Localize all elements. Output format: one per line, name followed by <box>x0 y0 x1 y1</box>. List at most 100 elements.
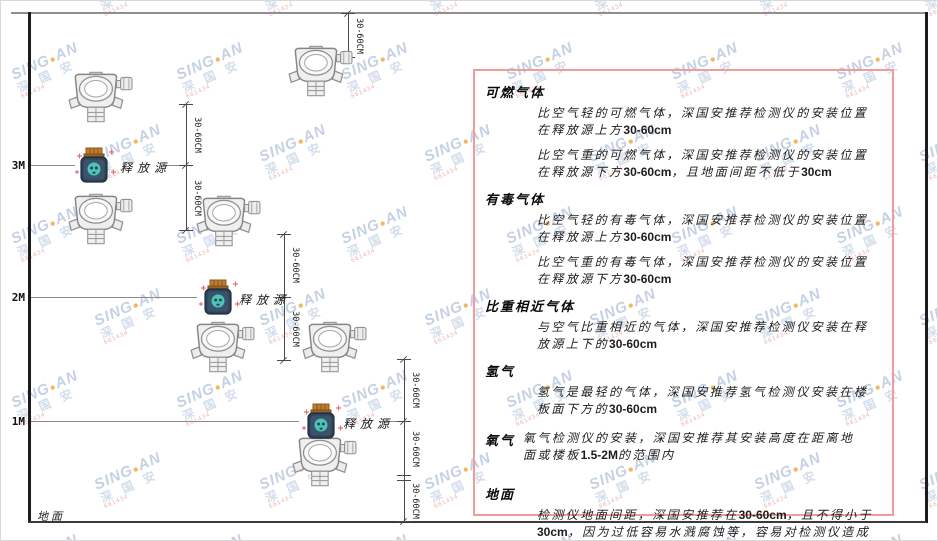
section-paragraph: 氢气是最轻的气体，深国安推荐氢气检测仪安装在楼板面下方的30-60cm <box>537 385 869 416</box>
dim-tick <box>397 480 411 481</box>
section-paragraph: 与空气比重相近的气体，深国安推荐检测仪安装在释放源上下的30-60cm <box>537 320 869 351</box>
section-body: 氢气是最轻的气体，深国安推荐氢气检测仪安装在楼板面下方的30-60cm <box>485 384 880 418</box>
watermark-brand-cn: 深 国 安 <box>180 57 243 96</box>
watermark-brand: SING●AN <box>91 285 164 330</box>
watermark-code: 661434 <box>928 330 938 347</box>
height-label-1m: 1M <box>11 415 25 428</box>
watermark-brand-cn: 深 国 安 <box>180 385 243 424</box>
watermark-brand-cn: 深 国 安 <box>15 385 78 424</box>
watermark-brand: SING●AN <box>92 1 164 2</box>
dim-tick <box>341 13 355 14</box>
panel-section: 有毒气体比空气轻的有毒气体，深国安推荐检测仪的安装位置在释放源上方30-60cm… <box>485 189 880 288</box>
watermark-brand: SING●AN <box>917 1 937 2</box>
dimension-label: 30-60CM <box>410 372 420 408</box>
connector-label-1m <box>379 421 403 422</box>
watermark-brand-cn: 深 国 安 <box>98 303 161 342</box>
gas-detector-icon <box>302 321 367 373</box>
watermark-code: 661434 <box>928 166 938 183</box>
watermark-brand-cn: 深 国 安 <box>1 464 4 505</box>
section-heading: 可燃气体 <box>485 85 546 100</box>
watermark-code: 661434 <box>598 2 625 19</box>
info-panel: 可燃气体比空气轻的可燃气体，深国安推荐检测仪的安装位置在释放源上方30-60cm… <box>473 69 894 539</box>
dim-tick <box>397 521 411 522</box>
dimension-label: 30-60CM <box>410 483 420 519</box>
watermark-brand: SING●AN <box>9 531 81 540</box>
panel-section: 氢气 氢气是最轻的气体，深国安推荐氢气检测仪安装在楼板面下方的30-60cm <box>485 361 880 418</box>
watermark-brand-cn: 深 国 安 <box>1 1 4 13</box>
dimension-label: 30-60CM <box>410 431 420 467</box>
dimension-label: 30-60CM <box>290 247 300 283</box>
watermark-brand: SING●AN <box>173 39 246 84</box>
gas-detector-icon <box>190 321 255 373</box>
section-body: 比空气轻的有毒气体，深国安推荐检测仪的安装位置在释放源上方30-60cm 比空气重… <box>485 212 880 288</box>
section-body: 比空气轻的可燃气体，深国安推荐检测仪的安装位置在释放源上方30-60cm 比空气重… <box>485 105 880 181</box>
dimension-label: 30-60CM <box>354 18 364 54</box>
section-paragraph: 比空气轻的可燃气体，深国安推荐检测仪的安装位置在释放源上方30-60cm <box>537 106 869 137</box>
watermark-code: 661434 <box>928 2 938 19</box>
section-heading: 氧气 <box>485 433 516 448</box>
dim-tick <box>397 359 411 360</box>
watermark-brand-cn: 深 国 安 <box>345 221 408 260</box>
watermark-brand: SING●AN <box>339 531 411 540</box>
dim-tick <box>397 475 411 476</box>
dim-tick <box>179 165 193 166</box>
panel-section: 可燃气体比空气轻的可燃气体，深国安推荐检测仪的安装位置在释放源上方30-60cm… <box>485 82 880 181</box>
gas-detector-icon <box>292 435 357 487</box>
watermark-brand-cn: 深 国 安 <box>98 467 161 506</box>
section-heading: 有毒气体 <box>485 192 546 207</box>
connector-2m <box>31 297 197 298</box>
release-source-icon <box>74 147 117 183</box>
watermark-brand: SING●AN <box>257 1 329 2</box>
watermark-code: 661434 <box>103 2 130 19</box>
dim-tick <box>179 230 193 231</box>
gas-detector-icon <box>68 71 133 123</box>
watermark-code: 661434 <box>103 330 130 347</box>
watermark-brand: SING●AN <box>338 203 411 248</box>
watermark-code: 661434 <box>763 2 790 19</box>
watermark-brand: SING●AN <box>587 1 659 2</box>
section-paragraph: 比空气重的有毒气体，深国安推荐检测仪的安装位置在释放源下方30-60cm <box>537 255 869 286</box>
watermark-code: 661434 <box>1 476 6 511</box>
section-body: 检测仪地面间距，深国安推荐在30-60cm，且不得小于30cm，因为过低容易水溅… <box>485 507 880 540</box>
section-heading: 比重相近气体 <box>485 299 576 314</box>
watermark-code: 661434 <box>1 312 6 347</box>
panel-section: 比重相近气体与空气比重相近的气体，深国安推荐检测仪安装在释放源上下的30-60c… <box>485 296 880 353</box>
ground-label: 地面 <box>37 511 65 523</box>
watermark-code: 661434 <box>1 1 6 19</box>
section-heading: 地面 <box>485 487 516 502</box>
floor-line <box>28 521 926 523</box>
height-label-3m: 3M <box>11 159 25 172</box>
section-paragraph: 检测仪地面间距，深国安推荐在30-60cm，且不得小于30cm，因为过低容易水溅… <box>537 508 874 539</box>
panel-section: 地面检测仪地面间距，深国安推荐在30-60cm，且不得小于30cm，因为过低容易… <box>485 484 880 540</box>
watermark-brand-cn: 深 国 安 <box>1 300 4 341</box>
watermark-brand: SING●AN <box>8 367 81 412</box>
dimension-line-ceiling <box>348 13 349 58</box>
dimension-label: 30-60CM <box>192 117 202 153</box>
watermark-brand-cn: 深 国 安 <box>98 1 168 13</box>
watermark-code: 661434 <box>433 2 460 19</box>
connector-1m <box>31 421 299 422</box>
dim-tick <box>277 234 291 235</box>
dim-tick <box>179 104 193 105</box>
watermark-brand-cn: 深 国 安 <box>593 1 663 13</box>
watermark-brand-cn: 深 国 安 <box>758 1 828 13</box>
release-source-label: 释放源 <box>120 161 172 175</box>
section-paragraph: 比空气重的可燃气体，深国安推荐检测仪的安装位置在释放源下方30-60cm，且地面… <box>537 148 869 179</box>
watermark-brand: SING●AN <box>91 449 164 494</box>
section-body: 氧气检测仪的安装，深国安推荐其安装高度在距离地面或楼板1.5-2M的范围内 <box>523 426 868 468</box>
